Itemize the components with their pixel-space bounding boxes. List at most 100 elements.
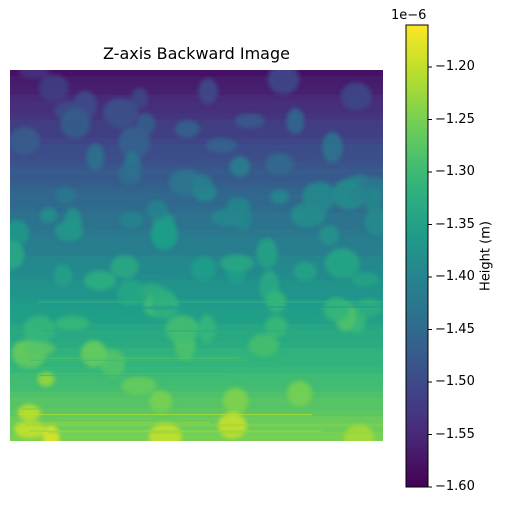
grain-blob [190,256,217,282]
grain-blob [10,240,25,270]
grain-blob [364,208,383,236]
colorbar-tick-label: −1.40 [435,269,475,284]
image-row [10,100,383,108]
grain-blob [149,390,173,413]
grain-blob [356,298,383,317]
scan-streak [16,357,239,359]
grain-blob [265,315,288,338]
image-row [10,131,383,139]
image-row [10,311,383,318]
image-row [10,372,383,380]
grain-blob [54,315,90,331]
grain-blob [267,70,300,95]
grain-blob [10,127,40,155]
colorbar-tick-label: −1.60 [435,479,475,494]
image-row [10,385,383,393]
scan-streak [39,374,228,377]
image-row [10,434,383,441]
image-row [10,212,383,219]
grain-blob [222,387,249,415]
grain-blob [340,82,372,111]
image-row [10,397,383,405]
scan-streak [38,306,383,308]
image-row [10,379,383,386]
grain-blob [220,254,254,272]
grain-blob [265,153,294,175]
scan-streak [22,308,271,310]
grain-blob [121,376,157,395]
grain-blob [191,174,213,193]
colorbar-tick-label: −1.30 [435,164,475,179]
grain-blob [234,113,265,129]
image-row [10,342,383,349]
grain-blob [19,70,49,80]
surface-grains [10,70,383,441]
image-row [10,286,383,294]
grain-blob [86,143,105,171]
scan-streak [15,422,210,424]
image-row [10,76,383,83]
grain-blob [165,315,199,343]
grain-blob [147,199,168,221]
colorbar-frame [405,24,429,488]
image-row [10,360,383,368]
grain-blob [325,248,360,279]
grain-blob [151,289,178,320]
grain-blob [118,126,151,159]
scan-streak [18,414,312,416]
grain-blob [270,189,290,205]
colorbar-tick-label: −1.50 [435,374,475,389]
grain-blob [293,261,317,282]
colorbar-tick-label: −1.45 [435,321,475,337]
grain-blob [365,187,383,217]
colorbar-gradient [406,25,428,487]
grain-blob [53,264,73,287]
image-row [10,107,383,114]
grain-blob [150,219,178,250]
image-row [10,230,383,238]
image-row [10,144,383,151]
image-row [10,119,383,127]
grain-blob [60,108,91,139]
grain-blob [248,334,279,357]
grain-blob [22,341,56,356]
grain-blob [37,372,55,387]
image-row [10,292,383,300]
grain-blob [206,138,237,154]
image-row [10,410,383,417]
grain-blob [10,220,30,247]
grain-blob [38,74,69,103]
scan-streak [30,359,248,361]
colorbar-exponent: 1e−6 [391,8,427,23]
image-row [10,94,383,102]
grain-blob [17,404,41,421]
image-row [10,150,383,158]
grain-blob [229,156,251,177]
grain-blob [256,238,278,269]
image-row [10,88,383,96]
image-row [10,236,383,244]
grain-blob [174,120,200,138]
image-row [10,422,383,430]
grain-blob [198,314,216,344]
grain-blob [55,220,84,242]
grain-blob [318,225,340,246]
image-row [10,416,383,424]
scan-streak [25,424,383,426]
grain-blob [119,212,144,228]
colorbar-tick-label: −1.25 [435,111,475,127]
image-row [10,403,383,411]
scan-streak [38,301,383,303]
grain-blob [198,78,218,105]
image-row [10,218,383,226]
image-row [10,199,383,207]
image-row [10,335,383,343]
grain-blob [148,422,182,441]
image-row [10,428,383,436]
grain-blob [14,420,47,439]
grain-blob [84,270,116,291]
image-row [10,82,383,90]
grain-blob [117,279,145,308]
grain-blob [131,87,148,109]
grain-blob [286,108,305,135]
